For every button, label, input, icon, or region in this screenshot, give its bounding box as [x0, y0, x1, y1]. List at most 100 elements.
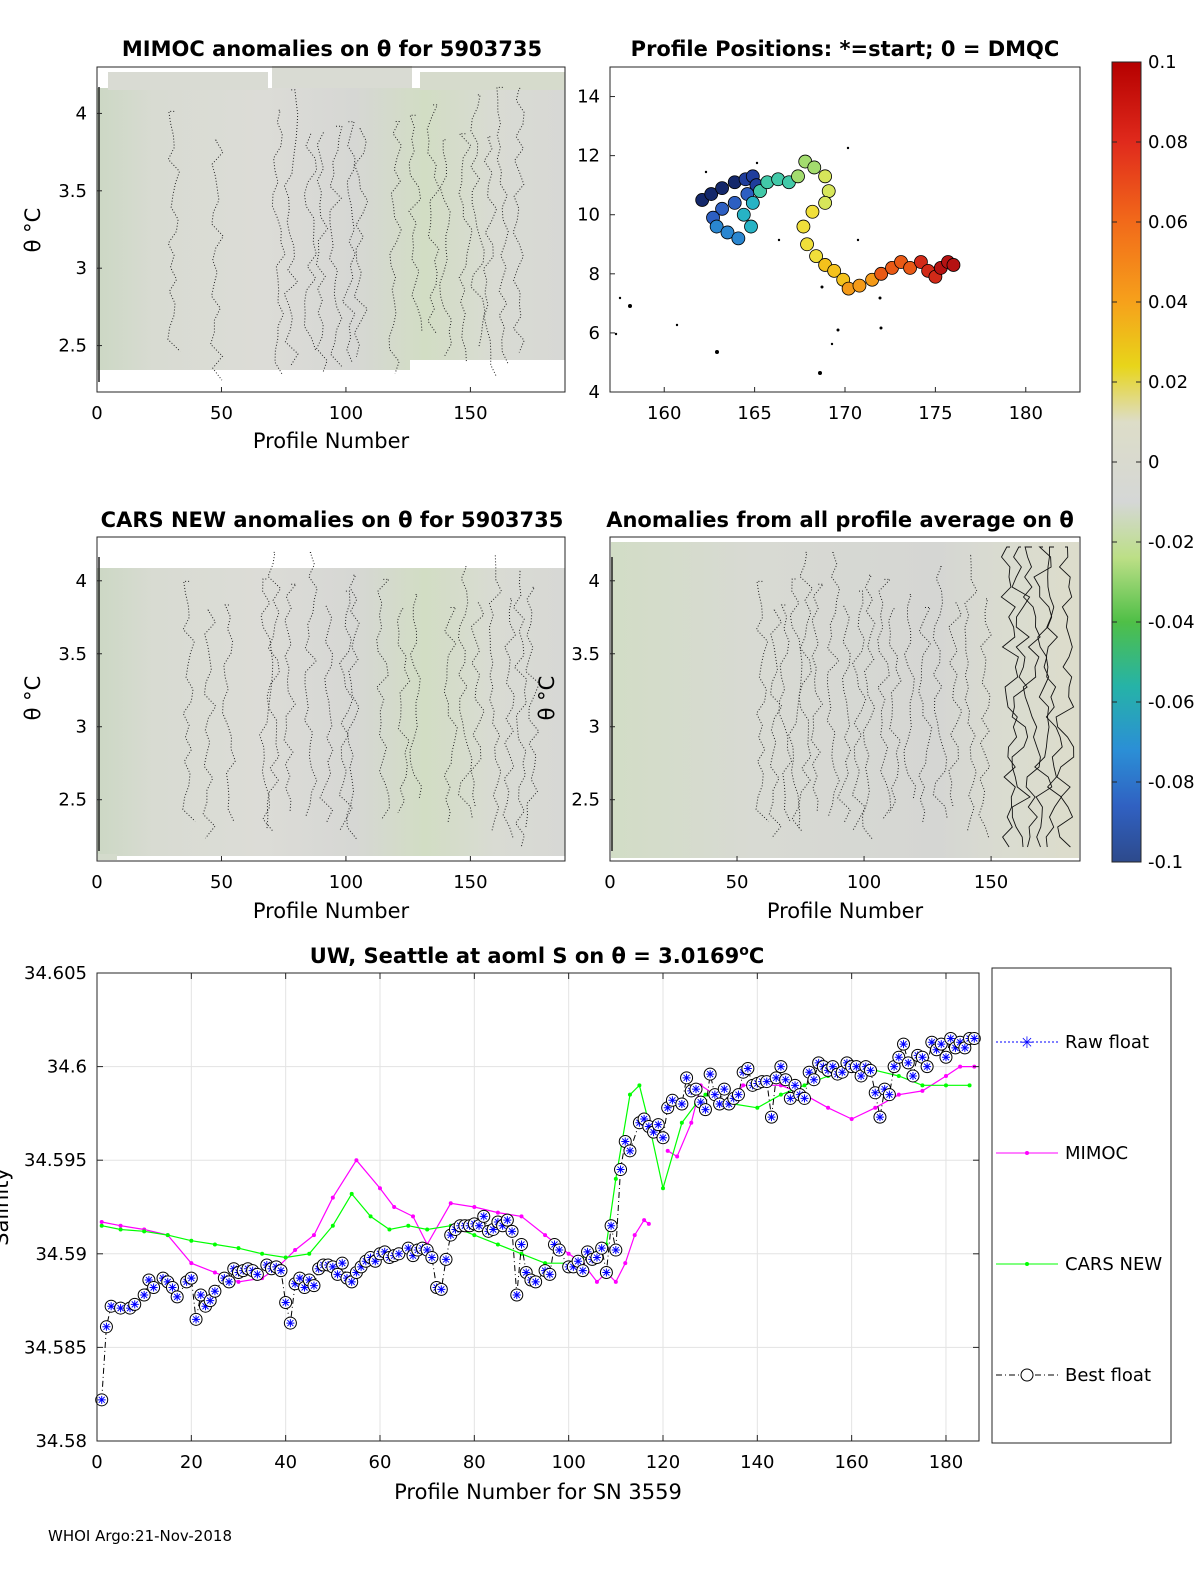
cars-new-point: [307, 1251, 312, 1256]
mimoc-point: [543, 1233, 548, 1238]
colorbar-tick-label: 0.06: [1148, 212, 1188, 233]
salinity-ylabel: Salinity: [0, 1168, 13, 1246]
best-float-marker: [807, 1073, 821, 1087]
cars-xlabel: Profile Number: [253, 899, 410, 923]
contour-line: [439, 139, 453, 356]
legend-raw-float-label: Raw float: [1065, 1032, 1149, 1053]
raw-float-asterisk: [404, 1244, 413, 1253]
raw-float-asterisk: [602, 1268, 611, 1277]
mimoc-point: [354, 1158, 359, 1163]
cars-new-point: [330, 1223, 335, 1228]
mimoc-axes-frame: [96, 66, 566, 393]
contour-line: [482, 136, 498, 378]
legend-cars-label: CARS NEW: [1065, 1254, 1162, 1275]
raw-float-asterisk: [295, 1274, 304, 1283]
contour-line: [1055, 546, 1075, 848]
raw-float-asterisk: [555, 1246, 564, 1255]
mimoc-point: [448, 1201, 453, 1206]
cars-new-point: [387, 1227, 392, 1232]
best-float-marker: [774, 1060, 788, 1074]
colorbar-tick-label: -0.1: [1148, 852, 1183, 873]
profile-position-point: [744, 219, 758, 234]
contour-line: [488, 555, 503, 832]
mimoc-ylabel: θ °C: [21, 208, 45, 253]
mimoc-heatmap-top-block: [420, 72, 565, 90]
best-float-marker: [788, 1078, 802, 1092]
x-tick-label: 100: [329, 403, 363, 424]
x-tick-label: 160: [647, 403, 681, 424]
mimoc-point: [920, 1088, 925, 1093]
contour-line: [1033, 546, 1053, 848]
best-float-marker: [170, 1290, 184, 1304]
raw-float-asterisk: [927, 1038, 936, 1047]
y-tick-label: 2.5: [58, 790, 87, 811]
contour-line: [918, 607, 933, 824]
raw-float-asterisk: [880, 1085, 889, 1094]
salinity-title: UW, Seattle at aoml S on θ = 3.0169oC: [310, 943, 765, 968]
mimoc-heatmap-field: [97, 88, 565, 370]
x-tick-label: 160: [834, 1452, 868, 1473]
contour-line: [396, 608, 411, 814]
cars-new-point: [967, 1083, 972, 1088]
x-tick-label: 150: [974, 872, 1008, 893]
mimoc-point: [236, 1279, 241, 1284]
raw-float-asterisk: [734, 1090, 743, 1099]
x-tick-label: 80: [463, 1452, 486, 1473]
best-float-marker: [901, 1056, 915, 1070]
mimoc-xlabel: Profile Number: [253, 429, 410, 453]
allavg-heatmap-field: [611, 542, 1079, 858]
raw-float-asterisk: [423, 1246, 432, 1255]
raw-float-asterisk: [970, 1034, 979, 1043]
mimoc-point: [519, 1214, 524, 1219]
best-float-marker: [137, 1288, 151, 1302]
mimoc-heatmap-top-block: [272, 66, 412, 88]
raw-float-asterisk: [144, 1276, 153, 1285]
raw-float-asterisk: [809, 1075, 818, 1084]
best-float-marker: [208, 1284, 222, 1298]
raw-float-asterisk: [187, 1274, 196, 1283]
y-tick-label: 14: [577, 87, 600, 108]
raw-float-asterisk: [923, 1062, 932, 1071]
best-float-marker: [274, 1264, 288, 1278]
best-float-marker: [675, 1097, 689, 1111]
profile-position-point: [704, 187, 719, 201]
best-float-marker: [764, 1110, 778, 1124]
raw-float-asterisk: [762, 1077, 771, 1086]
raw-float-asterisk: [625, 1146, 634, 1155]
raw-float-asterisk: [715, 1100, 724, 1109]
best-float-marker: [189, 1312, 203, 1326]
raw-float-asterisk: [163, 1277, 172, 1286]
contour-line: [319, 605, 334, 823]
best-float-marker: [703, 1067, 717, 1081]
allavg-ylabel: θ °C: [535, 676, 559, 721]
raw-float-asterisk: [885, 1090, 894, 1099]
raw-float-asterisk: [545, 1270, 554, 1279]
profile-position-point: [874, 266, 889, 281]
contour-line: [1045, 546, 1063, 848]
raw-float-asterisk: [941, 1053, 950, 1062]
raw-float-asterisk: [409, 1251, 418, 1260]
colorbar-tick-label: 0.08: [1148, 132, 1188, 153]
cars-new-point: [627, 1092, 632, 1097]
legend-cars: CARS NEW: [996, 1254, 1162, 1275]
cars-new-point: [495, 1242, 500, 1247]
mimoc-point: [118, 1223, 123, 1228]
contour-line: [303, 133, 318, 351]
salinity-series: [95, 1032, 981, 1407]
cars-new-point: [165, 1233, 170, 1238]
raw-float-asterisk: [781, 1075, 790, 1084]
raw-float-asterisk: [309, 1281, 318, 1290]
y-tick-label: 3: [76, 258, 87, 279]
contour-line: [283, 89, 299, 367]
contour-line: [470, 94, 486, 348]
raw-float-asterisk: [140, 1290, 149, 1299]
allavg-title: Anomalies from all profile average on θ: [606, 508, 1074, 532]
raw-float-asterisk: [276, 1266, 285, 1275]
y-tick-label: 3: [76, 717, 87, 738]
raw-float-asterisk: [328, 1262, 337, 1271]
raw-float-asterisk: [380, 1247, 389, 1256]
y-tick-label: 12: [577, 146, 600, 167]
profile-position-point: [727, 196, 742, 210]
cars-axes-frame: [96, 536, 566, 862]
raw-float-asterisk: [918, 1053, 927, 1062]
